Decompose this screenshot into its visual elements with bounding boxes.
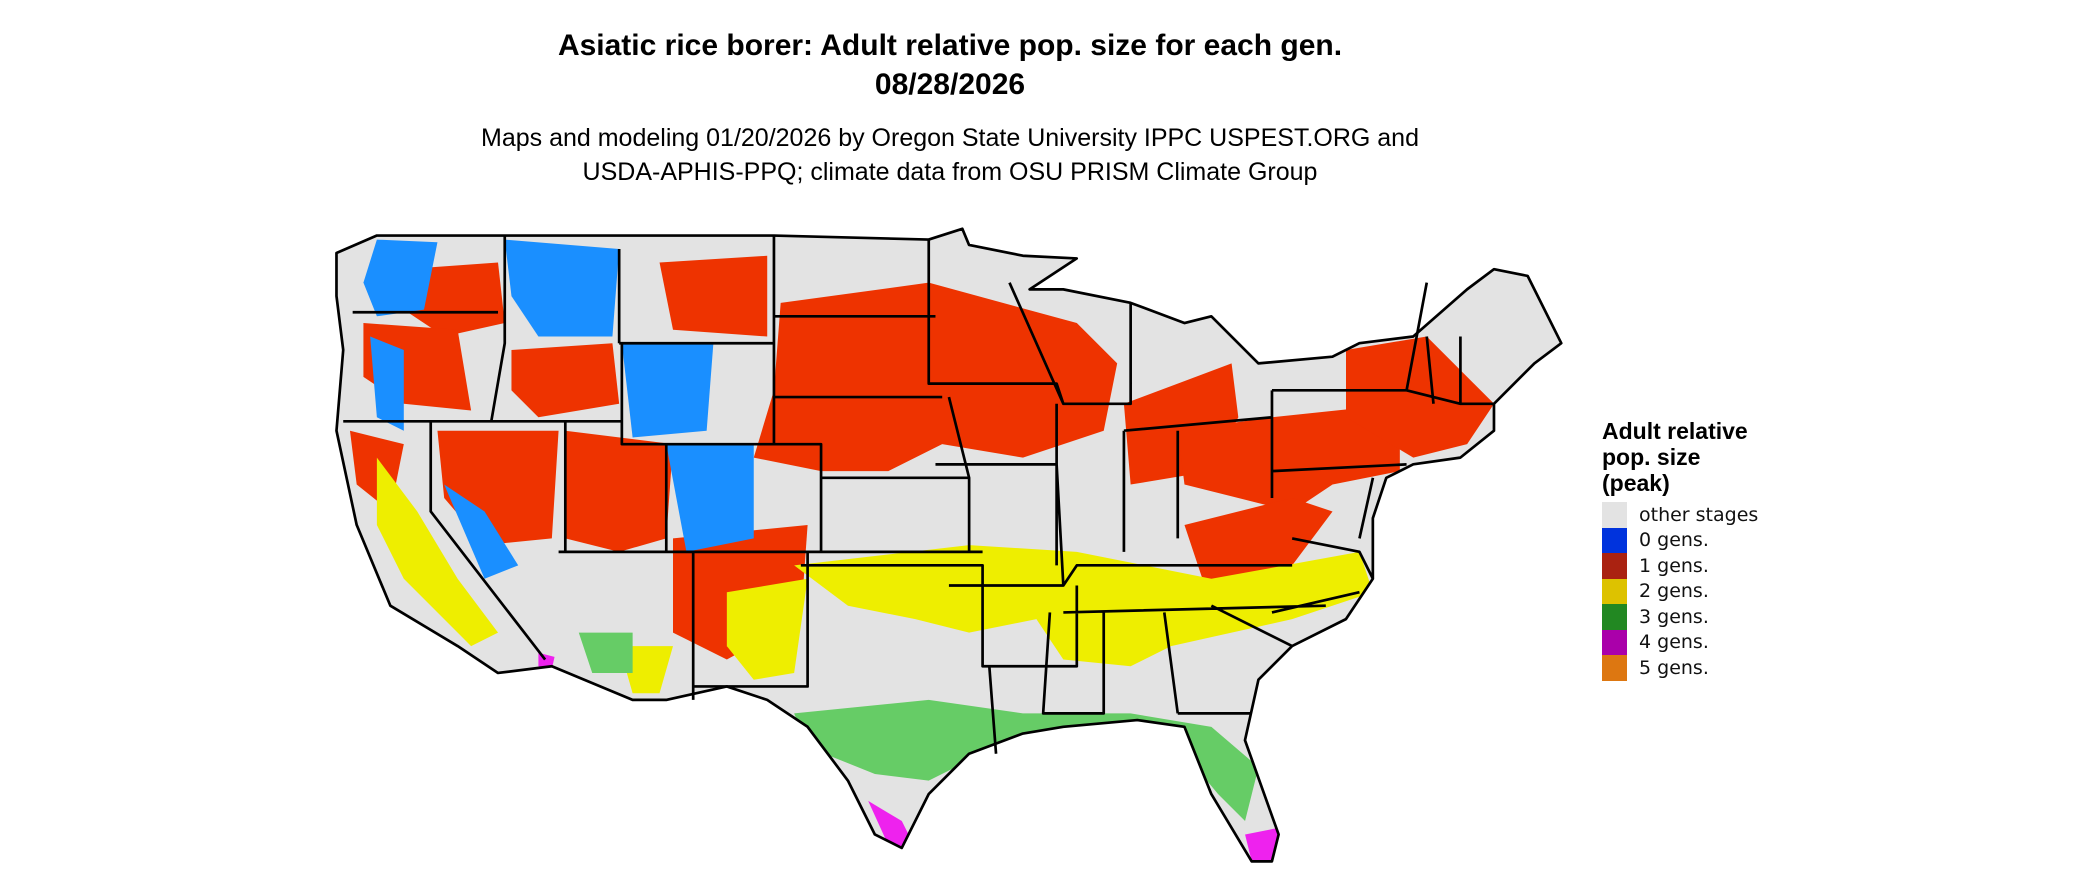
legend-swatch <box>1602 553 1627 579</box>
region-0-gen <box>363 239 754 579</box>
region-4-gen <box>538 652 1279 862</box>
legend-swatch <box>1602 604 1627 630</box>
legend-title: Adult relative pop. size (peak) <box>1602 418 1758 496</box>
map-title-date: 08/28/2026 <box>874 68 1026 101</box>
legend-label: 5 gens. <box>1639 656 1709 679</box>
legend-label: other stages <box>1639 503 1759 526</box>
legend-item: 2 gens. <box>1602 578 1758 604</box>
legend-label: 2 gens. <box>1639 580 1709 603</box>
map-legend: Adult relative pop. size (peak) other st… <box>1602 418 1758 681</box>
legend-label: 0 gens. <box>1639 529 1709 552</box>
legend-swatch <box>1602 527 1627 553</box>
map-subtitle-line2: USDA-APHIS-PPQ; climate data from OSU PR… <box>582 158 1318 186</box>
legend-swatch <box>1602 655 1627 681</box>
map-title-line1: Asiatic rice borer: Adult relative pop. … <box>557 29 1343 62</box>
legend-label: 1 gens. <box>1639 554 1709 577</box>
legend-title-line: pop. size <box>1602 444 1701 470</box>
legend-swatch <box>1602 502 1627 528</box>
legend-item: 3 gens. <box>1602 604 1758 630</box>
legend-item: 4 gens. <box>1602 629 1758 655</box>
legend-swatch <box>1602 578 1627 604</box>
legend-item: other stages <box>1602 502 1758 528</box>
map-subtitle-line1: Maps and modeling 01/20/2026 by Oregon S… <box>481 124 1419 152</box>
legend-item: 0 gens. <box>1602 527 1758 553</box>
legend-item: 1 gens. <box>1602 553 1758 579</box>
state-borders <box>335 227 1563 863</box>
legend-label: 4 gens. <box>1639 631 1709 654</box>
legend-title-line: (peak) <box>1602 470 1670 496</box>
region-2-gen <box>376 457 1373 694</box>
legend-title-line: Adult relative <box>1602 418 1748 444</box>
legend-label: 3 gens. <box>1639 605 1709 628</box>
legend-item: 5 gens. <box>1602 655 1758 681</box>
legend-swatch <box>1602 629 1627 655</box>
